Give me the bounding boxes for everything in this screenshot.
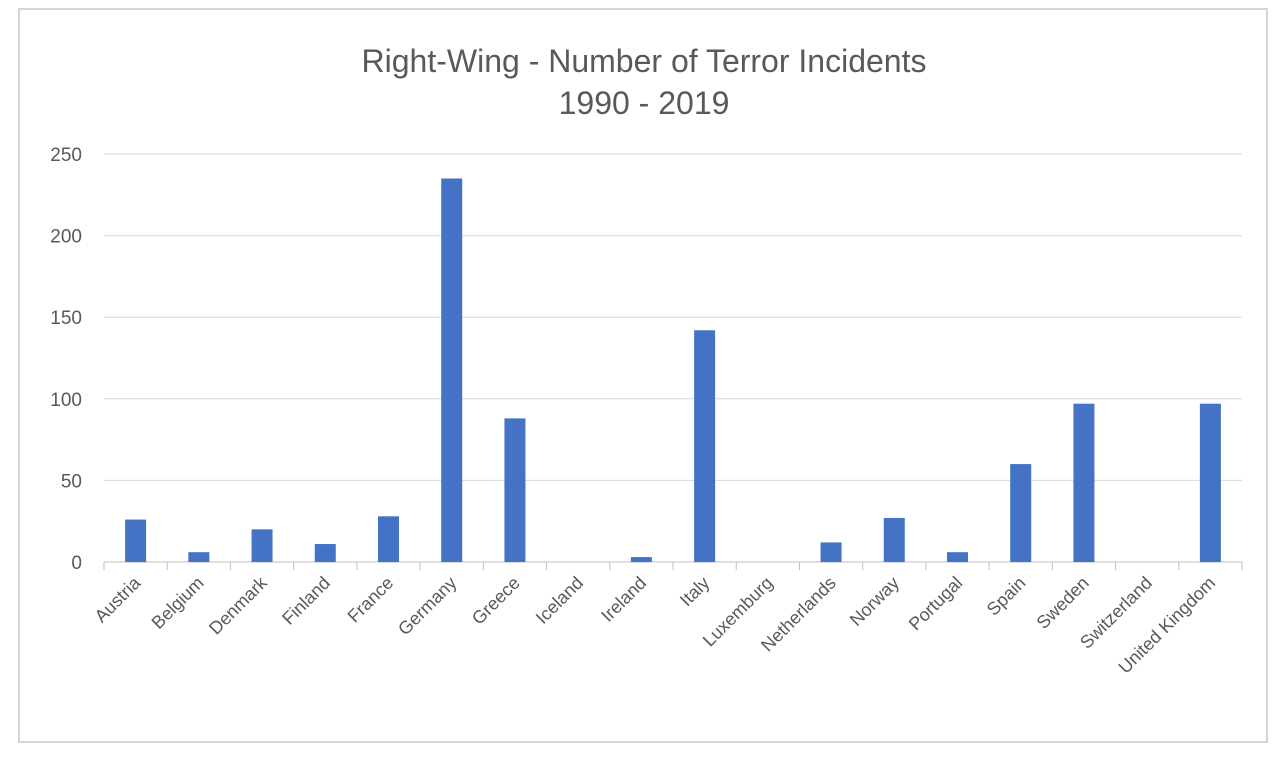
bar-greece (504, 418, 526, 562)
x-tick-label: Spain (983, 573, 1030, 620)
bar-sweden (1073, 403, 1095, 562)
y-tick-label: 0 (71, 553, 82, 574)
x-tick-label: Portugal (905, 573, 967, 635)
gridlines (104, 153, 1242, 563)
bar-denmark (251, 529, 273, 562)
x-tick-label: Austria (91, 572, 145, 626)
bars (125, 178, 1221, 563)
bar-united-kingdom (1199, 403, 1221, 562)
bar-norway (883, 517, 905, 562)
x-tick-label: Italy (676, 573, 713, 610)
chart-title: Right-Wing - Number of Terror Incidents (362, 43, 927, 79)
x-tick-label: Denmark (205, 572, 271, 638)
x-tick-label: Iceland (532, 573, 587, 628)
bar-austria (125, 519, 147, 562)
y-tick-label: 250 (50, 145, 82, 166)
x-tick-label: Belgium (148, 573, 208, 633)
y-tick-label: 50 (61, 471, 82, 492)
y-axis-ticks: 0 50 100 150 200 250 (50, 145, 82, 574)
bar-finland (314, 544, 336, 562)
bar-portugal (947, 552, 968, 562)
x-tick-label: Greece (468, 573, 524, 629)
bar-spain (1010, 464, 1032, 562)
bar-ireland (630, 557, 652, 562)
bar-france (378, 516, 399, 562)
bar-chart: Right-Wing - Number of Terror Incidents … (50, 43, 1243, 677)
bar-netherlands (820, 542, 842, 562)
y-tick-label: 200 (50, 227, 82, 248)
bar-italy (694, 330, 716, 562)
x-tick-label: Norway (846, 573, 903, 630)
chart-subtitle: 1990 - 2019 (559, 85, 730, 121)
y-tick-label: 100 (50, 390, 82, 411)
x-tick-label: Sweden (1033, 573, 1093, 633)
x-tick-label: Ireland (597, 573, 650, 626)
x-tick-label: Germany (394, 573, 460, 639)
chart-frame: Right-Wing - Number of Terror Incidents … (18, 8, 1268, 743)
bar-belgium (188, 552, 210, 562)
x-tick-label: Finland (278, 573, 334, 629)
x-tick-label: France (344, 573, 398, 627)
bar-germany (441, 178, 463, 563)
y-tick-label: 150 (50, 308, 82, 329)
